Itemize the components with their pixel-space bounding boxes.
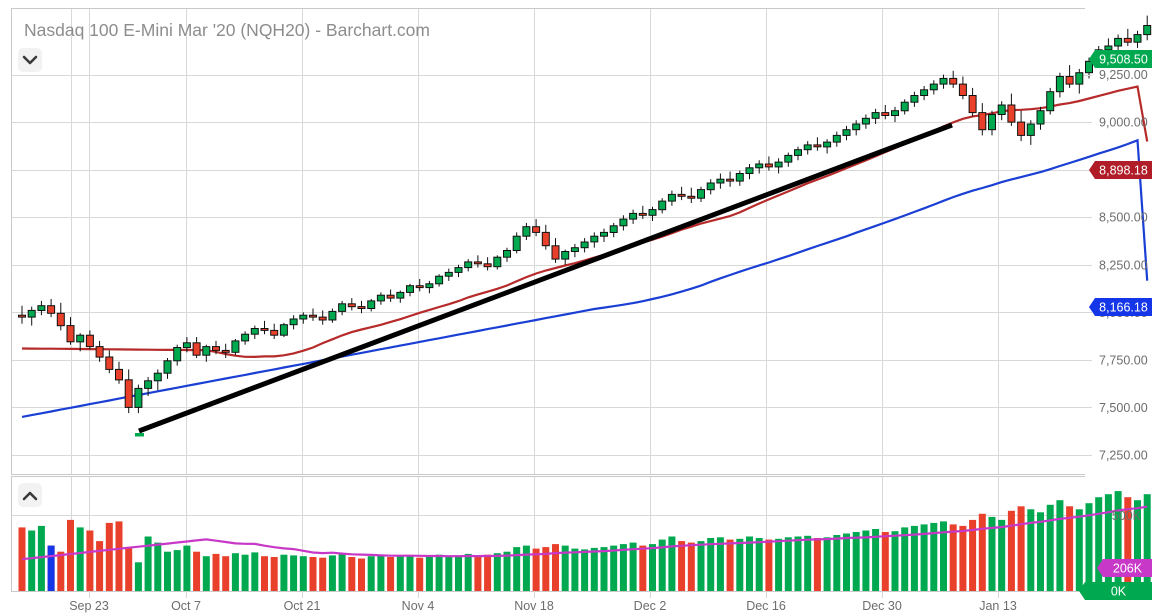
ma-slow-badge: 8,166.18 [1089,298,1152,316]
collapse-volume-panel-button[interactable] [18,483,42,507]
panel-frames [11,8,1085,592]
svg-text:8,166.18: 8,166.18 [1099,301,1148,315]
date-tick-label: Nov 4 [402,599,435,613]
date-tick-label: Dec 30 [862,599,902,613]
price-tick-label: 7,250.00 [1099,449,1148,463]
svg-text:8,898.18: 8,898.18 [1099,164,1148,178]
price-tick-label: 9,000.00 [1099,116,1148,130]
page-title: Nasdaq 100 E-Mini Mar '20 (NQH20) - Barc… [24,20,430,40]
date-tick-label: Dec 16 [746,599,786,613]
last-price-badge: 9,508.50 [1089,50,1152,68]
ma-fast-badge: 8,898.18 [1089,161,1152,179]
price-tick-label: 7,500.00 [1099,401,1148,415]
volume-axis-labels: 500K [1112,509,1142,523]
price-tick-label: 8,250.00 [1099,258,1148,272]
candlestick-series [18,15,1152,414]
axis-value-badges: 9,508.50 8,898.18 8,166.18 206K 0K [1079,50,1152,600]
date-tick-label: Oct 21 [284,599,321,613]
price-tick-label: 9,250.00 [1099,68,1148,82]
price-tick-label: 7,750.00 [1099,353,1148,367]
date-tick-label: Oct 7 [171,599,201,613]
svg-text:0K: 0K [1111,585,1127,599]
chevron-down-icon [22,55,38,65]
price-axis-labels: 9,250.009,000.008,750.008,500.008,250.00… [1085,68,1148,463]
gridlines [11,8,1085,591]
chevron-up-icon [22,491,38,501]
svg-text:206K: 206K [1113,562,1143,576]
price-tick-label: 8,500.00 [1099,211,1148,225]
date-axis-labels: Sep 23 Oct 7 Oct 21 Nov 4 Nov 18 Dec 2 Dec 16 D… [69,591,1017,613]
moving-average-slow-line [21,138,1149,418]
volume-zero-badge: 0K [1079,582,1152,600]
date-tick-label: Nov 18 [514,599,554,613]
date-tick-label: Sep 23 [69,599,109,613]
collapse-price-panel-button[interactable] [18,48,42,72]
trendline-annotation[interactable] [135,122,953,437]
volume-average-line [21,505,1148,561]
volume-ma-badge: 206K [1097,559,1152,577]
svg-text:9,508.50: 9,508.50 [1099,53,1148,67]
volume-series [18,491,1151,592]
volume-tick-label: 500K [1112,509,1142,523]
date-tick-label: Jan 13 [979,599,1017,613]
date-tick-label: Dec 2 [634,599,667,613]
